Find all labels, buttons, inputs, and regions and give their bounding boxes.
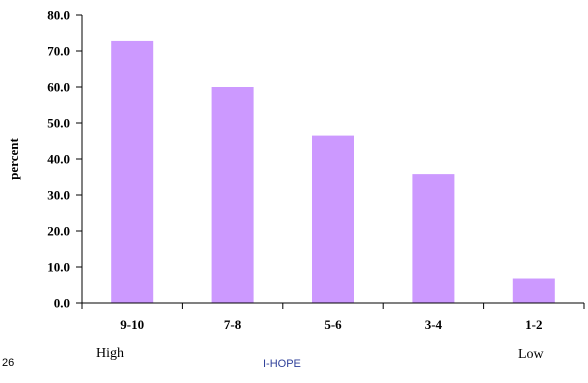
x-tick-label: 7-8 xyxy=(224,317,242,332)
bars xyxy=(111,40,555,304)
bar-1-2 xyxy=(512,278,555,303)
y-axis-ticks: 0.0 10.0 20.0 30.0 40.0 50.0 60.0 70.0 80.0 xyxy=(47,8,82,311)
y-tick-label: 10.0 xyxy=(47,260,70,275)
bar-5-6 xyxy=(312,135,354,303)
y-tick-label: 30.0 xyxy=(47,188,70,203)
y-tick-label: 60.0 xyxy=(47,80,70,95)
bar-3-4 xyxy=(412,174,455,303)
x-tick-label: 9-10 xyxy=(120,317,144,332)
y-tick-label: 0.0 xyxy=(54,296,70,311)
x-tick-label: 3-4 xyxy=(425,317,443,332)
y-tick-label: 80.0 xyxy=(47,8,70,23)
x-tick-label: 1-2 xyxy=(525,317,542,332)
y-axis-title: percent xyxy=(6,138,21,180)
y-tick-label: 50.0 xyxy=(47,116,70,131)
x-tick-label: 5-6 xyxy=(324,317,342,332)
bar-9-10 xyxy=(111,40,154,304)
footer-brand: I-HOPE xyxy=(263,358,301,370)
y-tick-label: 40.0 xyxy=(47,152,70,167)
x-axis-ticks: 9-10 7-8 5-6 3-4 1-2 xyxy=(81,303,585,332)
y-tick-label: 70.0 xyxy=(47,44,70,59)
slide-number: 26 xyxy=(2,357,15,369)
y-tick-label: 20.0 xyxy=(47,224,70,239)
high-annotation: High xyxy=(96,346,124,361)
low-annotation: Low xyxy=(518,347,544,362)
bar-7-8 xyxy=(211,87,254,303)
